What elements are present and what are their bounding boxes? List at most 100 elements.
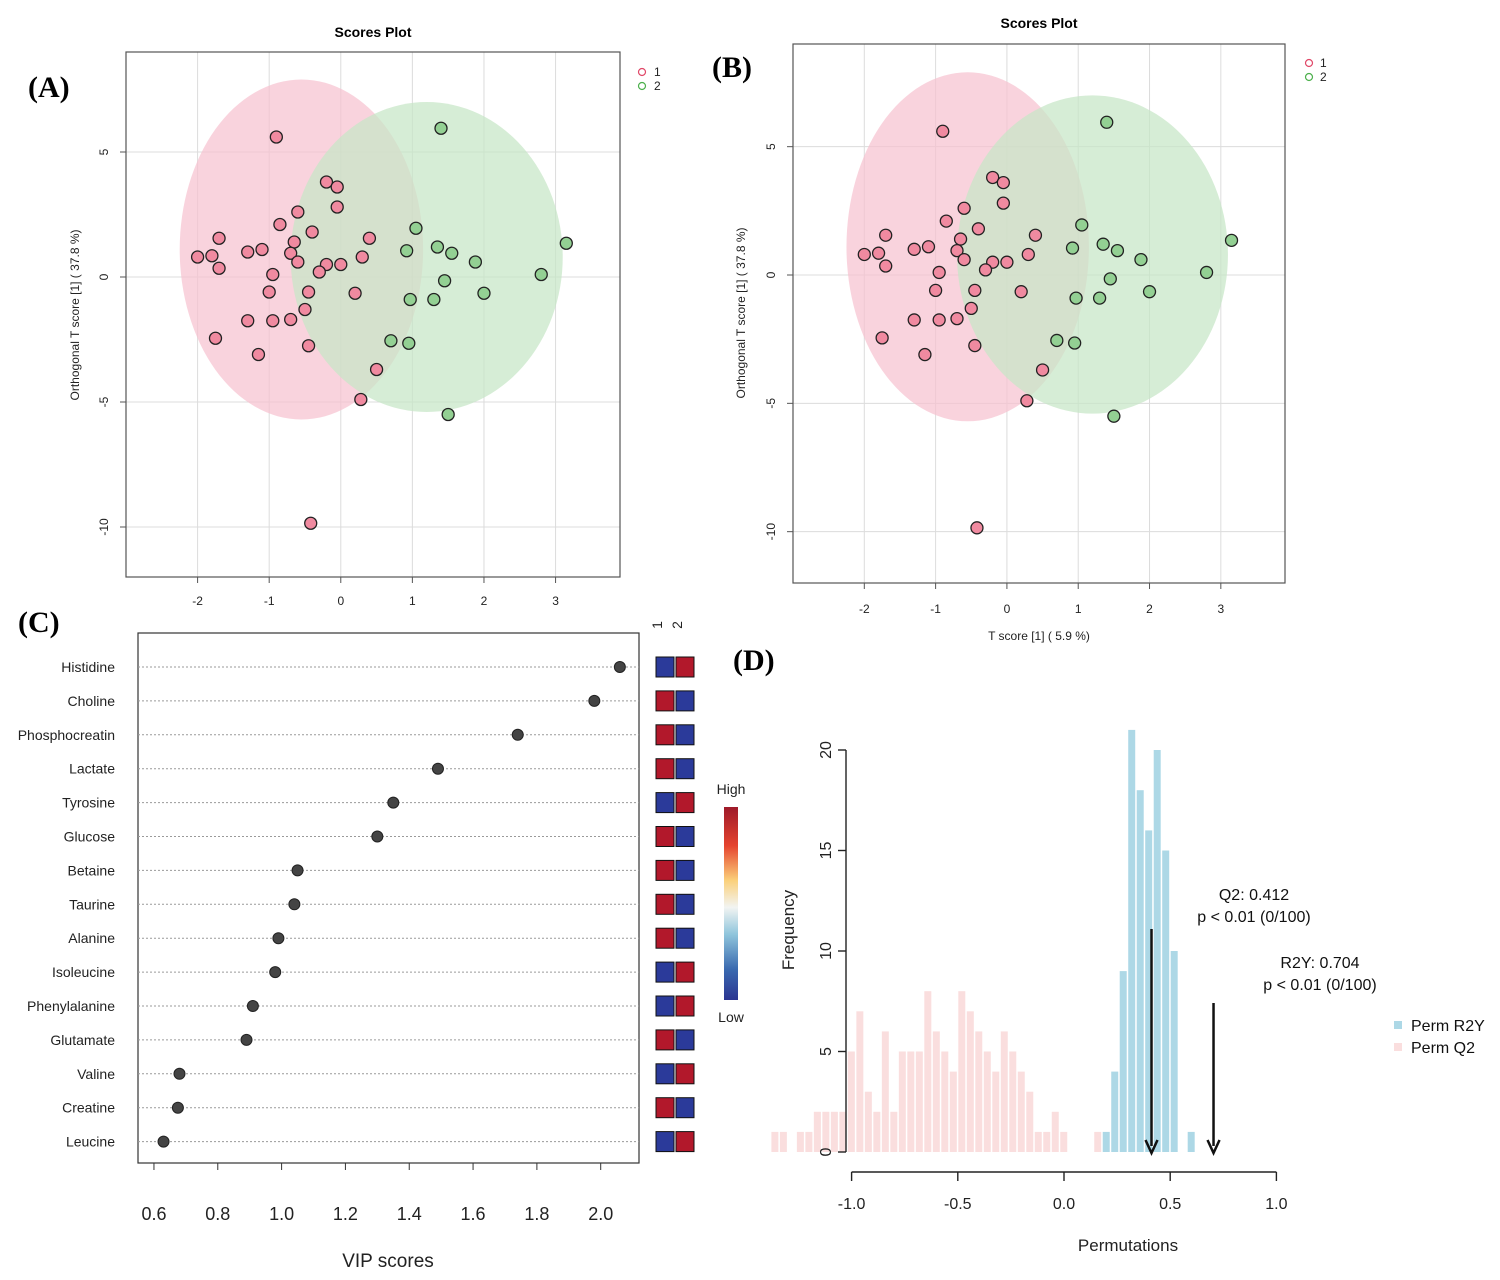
- vip-score-point: [272, 932, 285, 945]
- histogram-bar: [1051, 1111, 1059, 1152]
- score-point-group-2: [1092, 291, 1107, 305]
- legend-marker-1: [1304, 58, 1314, 68]
- x-tick-label: 0.8: [205, 1204, 230, 1224]
- score-point-group-1: [978, 263, 993, 277]
- heatmap-cell: [655, 758, 675, 780]
- score-point-group-1: [330, 180, 344, 194]
- y-tick-label: -5: [764, 398, 778, 409]
- score-point-group-2: [409, 221, 423, 235]
- score-point-group-2: [403, 292, 417, 307]
- legend-swatch-q2: [1394, 1043, 1402, 1051]
- scores-plot-b: Scores Plot -2 -1 0 1 2 3 50-5-10 T score [1]…: [734, 15, 1327, 643]
- score-point-group-2: [1065, 241, 1080, 255]
- score-point-group-2: [1075, 218, 1089, 232]
- metabolite-label: Phenylalanine: [27, 998, 115, 1014]
- vip-score-point: [613, 661, 626, 673]
- score-point-group-1: [355, 250, 369, 264]
- x-tick-label: 0.0: [1053, 1196, 1075, 1213]
- histogram-bar: [1111, 1071, 1119, 1152]
- metabolite-label: Phosphocreatin: [18, 727, 115, 743]
- histogram-bar: [975, 1031, 983, 1152]
- metabolite-label: Isoleucine: [52, 964, 115, 980]
- vip-score-point: [246, 1000, 259, 1012]
- vip-score-point: [240, 1033, 253, 1046]
- score-point-group-1: [1014, 285, 1028, 299]
- y-tick-label: -10: [97, 518, 111, 536]
- score-point-group-1: [348, 286, 362, 300]
- legend-swatch-r2y: [1394, 1021, 1402, 1029]
- legend-marker-2: [1304, 72, 1314, 82]
- metabolite-label: Valine: [77, 1066, 115, 1082]
- score-point-group-2: [437, 274, 452, 288]
- vip-plot-x-ticks: 0.6 0.8 1.0 1.2 1.4 1.6 1.8 2.0: [141, 1163, 613, 1224]
- x-tick-label: 2.0: [588, 1204, 613, 1224]
- score-point-group-1: [875, 331, 889, 345]
- permutation-bars: [771, 729, 1195, 1152]
- vip-plot-x-label: VIP scores: [342, 1251, 434, 1272]
- histogram-bar: [839, 1111, 847, 1152]
- heatmap-column-label: 1: [649, 621, 665, 629]
- heatmap-cell: [655, 690, 675, 712]
- score-point-group-2: [1110, 243, 1125, 258]
- score-point-group-1: [1035, 363, 1050, 377]
- vip-score-point: [431, 762, 444, 775]
- histogram-bar: [856, 1011, 864, 1152]
- score-point-group-1: [212, 231, 226, 245]
- heatmap-cell: [675, 859, 695, 881]
- heat-scale-low: Low: [718, 1009, 745, 1025]
- score-point-group-1: [266, 267, 280, 282]
- score-point-group-1: [957, 201, 971, 215]
- score-point-group-1: [857, 247, 871, 262]
- histogram-bar: [1094, 1131, 1102, 1152]
- scores-plot-b-x-label: T score [1] ( 5.9 %): [988, 629, 1090, 643]
- x-tick-label: -1.0: [838, 1196, 866, 1213]
- score-point-group-1: [1000, 255, 1014, 269]
- histogram-bar: [796, 1131, 804, 1152]
- permutation-histogram: -1.0 -0.5 0.0 0.5 1.0 0 5 10 15 20 Q2: 0.412 p < 0…: [771, 729, 1485, 1255]
- score-point-group-1: [957, 252, 971, 267]
- histogram-bar: [1034, 1131, 1042, 1152]
- score-point-group-1: [936, 124, 950, 138]
- histogram-bar: [1060, 1131, 1068, 1152]
- y-tick-label: 0: [97, 273, 111, 280]
- vip-score-point: [157, 1135, 170, 1148]
- heatmap-cell: [655, 792, 675, 814]
- heatmap-cell: [675, 995, 695, 1017]
- scores-plot-a-y-ticks: 5 0 -5 -10: [97, 148, 126, 536]
- metabolite-label: Glucose: [64, 829, 116, 845]
- heatmap-cell: [655, 893, 675, 915]
- score-point-group-2: [430, 240, 445, 254]
- score-point-group-1: [1020, 394, 1034, 408]
- score-point-group-1: [190, 250, 205, 264]
- score-point-group-1: [273, 217, 287, 232]
- permutation-legend: Perm R2Y Perm Q2: [1394, 1018, 1485, 1057]
- score-point-group-1: [950, 243, 964, 258]
- score-point-group-1: [284, 312, 298, 327]
- score-point-group-1: [212, 261, 226, 275]
- scores-plot-a-x-ticks: -2 -1 0 1 2 3: [192, 577, 559, 608]
- metabolite-label: Lactate: [69, 761, 115, 777]
- score-point-group-2: [1068, 336, 1082, 350]
- vip-score-point: [371, 830, 384, 843]
- x-tick-label: 1.2: [333, 1204, 358, 1224]
- x-tick-label: 0: [1004, 602, 1011, 616]
- y-tick-label: 10: [818, 942, 835, 960]
- histogram-bar: [958, 991, 966, 1152]
- score-point-group-2: [399, 244, 414, 258]
- scores-plot-b-frame: [792, 43, 1286, 584]
- score-point-group-1: [968, 338, 982, 353]
- histogram-bar: [1009, 1051, 1017, 1152]
- heat-colorbar: [724, 807, 738, 1000]
- histogram-bar: [1145, 830, 1153, 1152]
- x-tick-label: 1: [409, 594, 416, 608]
- x-tick-label: -2: [859, 602, 870, 616]
- score-point-group-2: [445, 246, 459, 260]
- x-tick-label: 0.6: [141, 1204, 166, 1224]
- score-point-group-1: [907, 313, 921, 327]
- y-tick-label: 5: [818, 1047, 835, 1056]
- heatmap-cell: [655, 927, 675, 949]
- scores-plot-a-points: [190, 121, 573, 530]
- x-tick-label: -0.5: [944, 1196, 972, 1213]
- y-tick-label: 0: [764, 271, 778, 278]
